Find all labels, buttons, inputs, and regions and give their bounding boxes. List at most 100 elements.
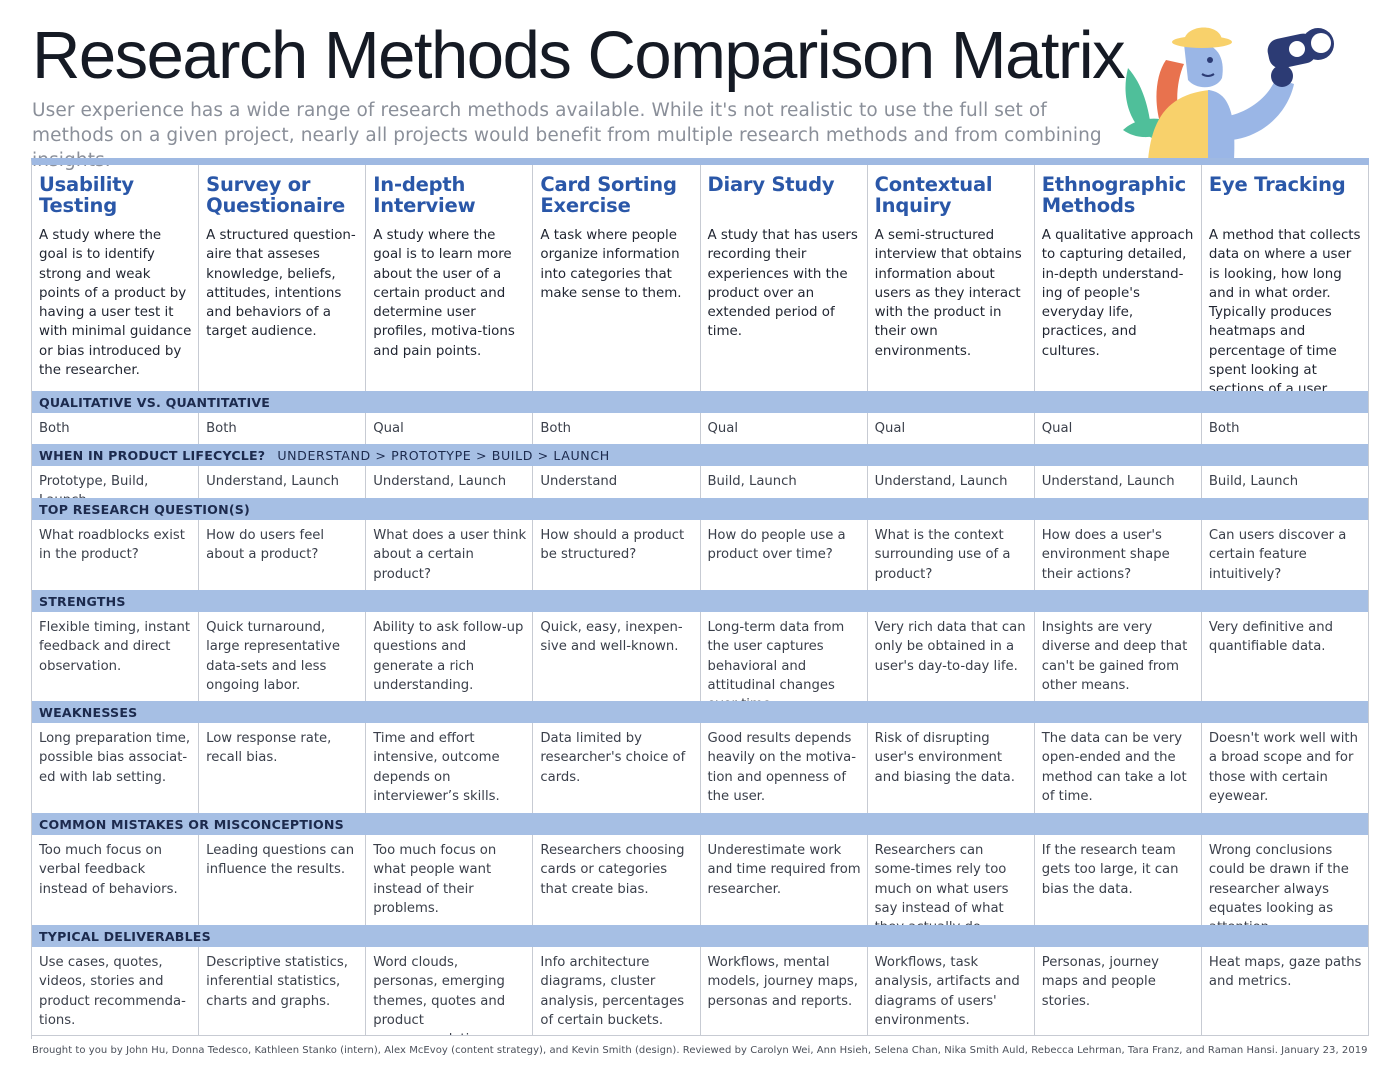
matrix-sections: QUALITATIVE VS. QUANTITATIVE Both Both Qual… [32,391,1369,1036]
section-label: QUALITATIVE VS. QUANTITATIVE [39,394,271,410]
method-column-header: Ethnographic Methods A qualitative approa… [1035,165,1202,391]
matrix-cell: Quick, easy, inexpen-sive and well-known… [533,612,701,701]
method-name: Ethnographic Methods [1041,173,1186,217]
method-description: A qualitative approach to capturing deta… [1041,228,1194,359]
method-description: A structured question-aire that asseses … [206,228,356,340]
matrix-cell: Understand, Launch [1035,466,1202,498]
method-description: A semi-structured interview that obtains… [874,228,1022,359]
matrix-cell: Insights are very diverse and deep that … [1035,612,1202,701]
matrix-cell: Both [32,413,200,444]
matrix-cell: Quick turnaround, large representative d… [199,612,367,701]
section-header: STRENGTHS [32,590,1369,612]
method-description: A study where the goal is to identify st… [39,228,192,379]
matrix-cell: Qual [1035,413,1202,444]
matrix-cell: Leading questions can influence the resu… [199,835,367,925]
matrix-cell: Too much focus on what people want inste… [366,835,534,925]
method-column-header: Usability Testing A study where the goal … [32,165,200,391]
method-name: Contextual Inquiry [874,173,993,217]
method-name: Card Sorting Exercise [540,173,677,217]
matrix-cell: Underestimate work and time required fro… [701,835,868,925]
matrix-cell: Personas, journey maps and people storie… [1034,947,1202,1036]
matrix-cell: Doesn't work well with a broad scope and… [1202,723,1369,813]
matrix-cell: Very definitive and quantifiable data. [1202,612,1369,701]
matrix-cell: How do people use a product over time? [701,520,868,590]
method-column-header: Survey or Questionaire A structured quest… [199,165,367,391]
matrix-cell: What does a user think about a certain p… [366,520,534,590]
matrix-cell: Understand, Launch [868,466,1035,498]
credits-footer: Brought to you by John Hu, Donna Tedesco… [32,1045,1368,1056]
method-description: A study that has users recording their e… [707,228,858,340]
matrix-cell: Flexible timing, instant feedback and di… [32,612,200,701]
matrix-cell: Heat maps, gaze paths and metrics. [1201,947,1369,1036]
section-label: TYPICAL DELIVERABLES [39,928,211,944]
section-header: COMMON MISTAKES OR MISCONCEPTIONS [32,813,1369,835]
matrix-cell: Word clouds, personas, emerging themes, … [366,947,534,1036]
section-label: STRENGTHS [39,593,126,609]
matrix-cell: If the research team gets too large, it … [1035,835,1202,925]
section-label: TOP RESEARCH QUESTION(S) [39,501,251,517]
section-header: WHEN IN PRODUCT LIFECYCLE? UNDERSTAND > P… [32,444,1369,466]
matrix-cell: What roadblocks exist in the product? [32,520,200,590]
matrix-row: Prototype, Build, Launch Understand, Laun… [32,466,1369,498]
researcher-with-binoculars-icon [1123,27,1334,160]
matrix-cell: How does a user's environment shape thei… [1035,520,1202,590]
matrix-cell: How should a product be structured? [533,520,701,590]
matrix-row: Use cases, quotes, videos, stories and p… [32,947,1369,1036]
section-header: WEAKNESSES [32,701,1369,723]
comparison-matrix: Usability Testing A study where the goal … [31,158,1369,1039]
matrix-cell: Qual [701,413,868,444]
matrix-cell: Build, Launch [1202,466,1369,498]
matrix-cell: Understand [533,466,701,498]
section-header: TYPICAL DELIVERABLES [32,925,1369,947]
matrix-cell: Info architecture diagrams, cluster anal… [533,947,701,1036]
matrix-cell: Workflows, task analysis, artifacts and … [867,947,1035,1036]
matrix-cell: The data can be very open-ended and the … [1035,723,1202,813]
method-description: A method that collects data on where a u… [1208,228,1361,391]
matrix-cell: Too much focus on verbal feedback instea… [32,835,200,925]
matrix-row: Flexible timing, instant feedback and di… [32,612,1369,701]
matrix-cell: Qual [366,413,534,444]
matrix-cell: Low response rate, recall bias. [199,723,367,813]
matrix-cell: Time and effort intensive, outcome depen… [366,723,534,813]
method-column-header: Contextual Inquiry A semi-structured inte… [868,165,1035,391]
page-title: Research Methods Comparison Matrix [32,18,1126,93]
matrix-cell: Ability to ask follow-up questions and g… [366,612,534,701]
method-description: A task where people organize information… [540,228,682,301]
method-name: Survey or Questionaire [206,173,345,217]
method-header-row: Usability Testing A study where the goal … [32,165,1369,391]
matrix-cell: Both [533,413,701,444]
section-label: WHEN IN PRODUCT LIFECYCLE? [39,447,266,463]
matrix-cell: How do users feel about a product? [199,520,367,590]
matrix-row: Long preparation time, possible bias ass… [32,723,1369,813]
method-description: A study where the goal is to learn more … [373,228,515,359]
method-name: In-depth Interview [373,173,476,217]
matrix-cell: Long preparation time, possible bias ass… [32,723,200,813]
matrix-cell: Researchers choosing cards or categories… [533,835,701,925]
matrix-cell: Risk of disrupting user's environment an… [868,723,1035,813]
matrix-cell: Use cases, quotes, videos, stories and p… [32,947,200,1036]
matrix-row: Both Both Qual Both Qual Qual Qual Both [32,413,1369,444]
section-header: QUALITATIVE VS. QUANTITATIVE [32,391,1369,413]
matrix-cell: Wrong conclusions could be drawn if the … [1202,835,1369,925]
method-column-header: In-depth Interview A study where the goal… [366,165,534,391]
method-column-header: Eye Tracking A method that collects data … [1202,165,1369,391]
matrix-cell: Understand, Launch [366,466,534,498]
matrix-cell: Data limited by researcher's choice of c… [533,723,701,813]
matrix-cell: Can users discover a certain feature int… [1202,520,1369,590]
matrix-row: Too much focus on verbal feedback instea… [32,835,1369,925]
matrix-cell: Both [199,413,367,444]
matrix-cell: Both [1202,413,1369,444]
matrix-cell: Very rich data that can only be obtained… [868,612,1035,701]
lifecycle-stages: UNDERSTAND > PROTOTYPE > BUILD > LAUNCH [277,447,610,463]
method-column-header: Diary Study A study that has users record… [701,165,868,391]
matrix-cell: Descriptive statistics, inferential stat… [199,947,367,1036]
section-label: WEAKNESSES [39,704,138,720]
method-column-header: Card Sorting Exercise A task where people… [533,165,701,391]
matrix-cell: What is the context surrounding use of a… [868,520,1035,590]
matrix-cell: Qual [868,413,1035,444]
method-name: Diary Study [707,173,835,196]
matrix-cell: Researchers can some-times rely too much… [868,835,1035,925]
matrix-cell: Long-term data from the user captures be… [701,612,868,701]
matrix-cell: Prototype, Build, Launch [32,466,200,498]
matrix-cell: Good results depends heavily on the moti… [701,723,868,813]
